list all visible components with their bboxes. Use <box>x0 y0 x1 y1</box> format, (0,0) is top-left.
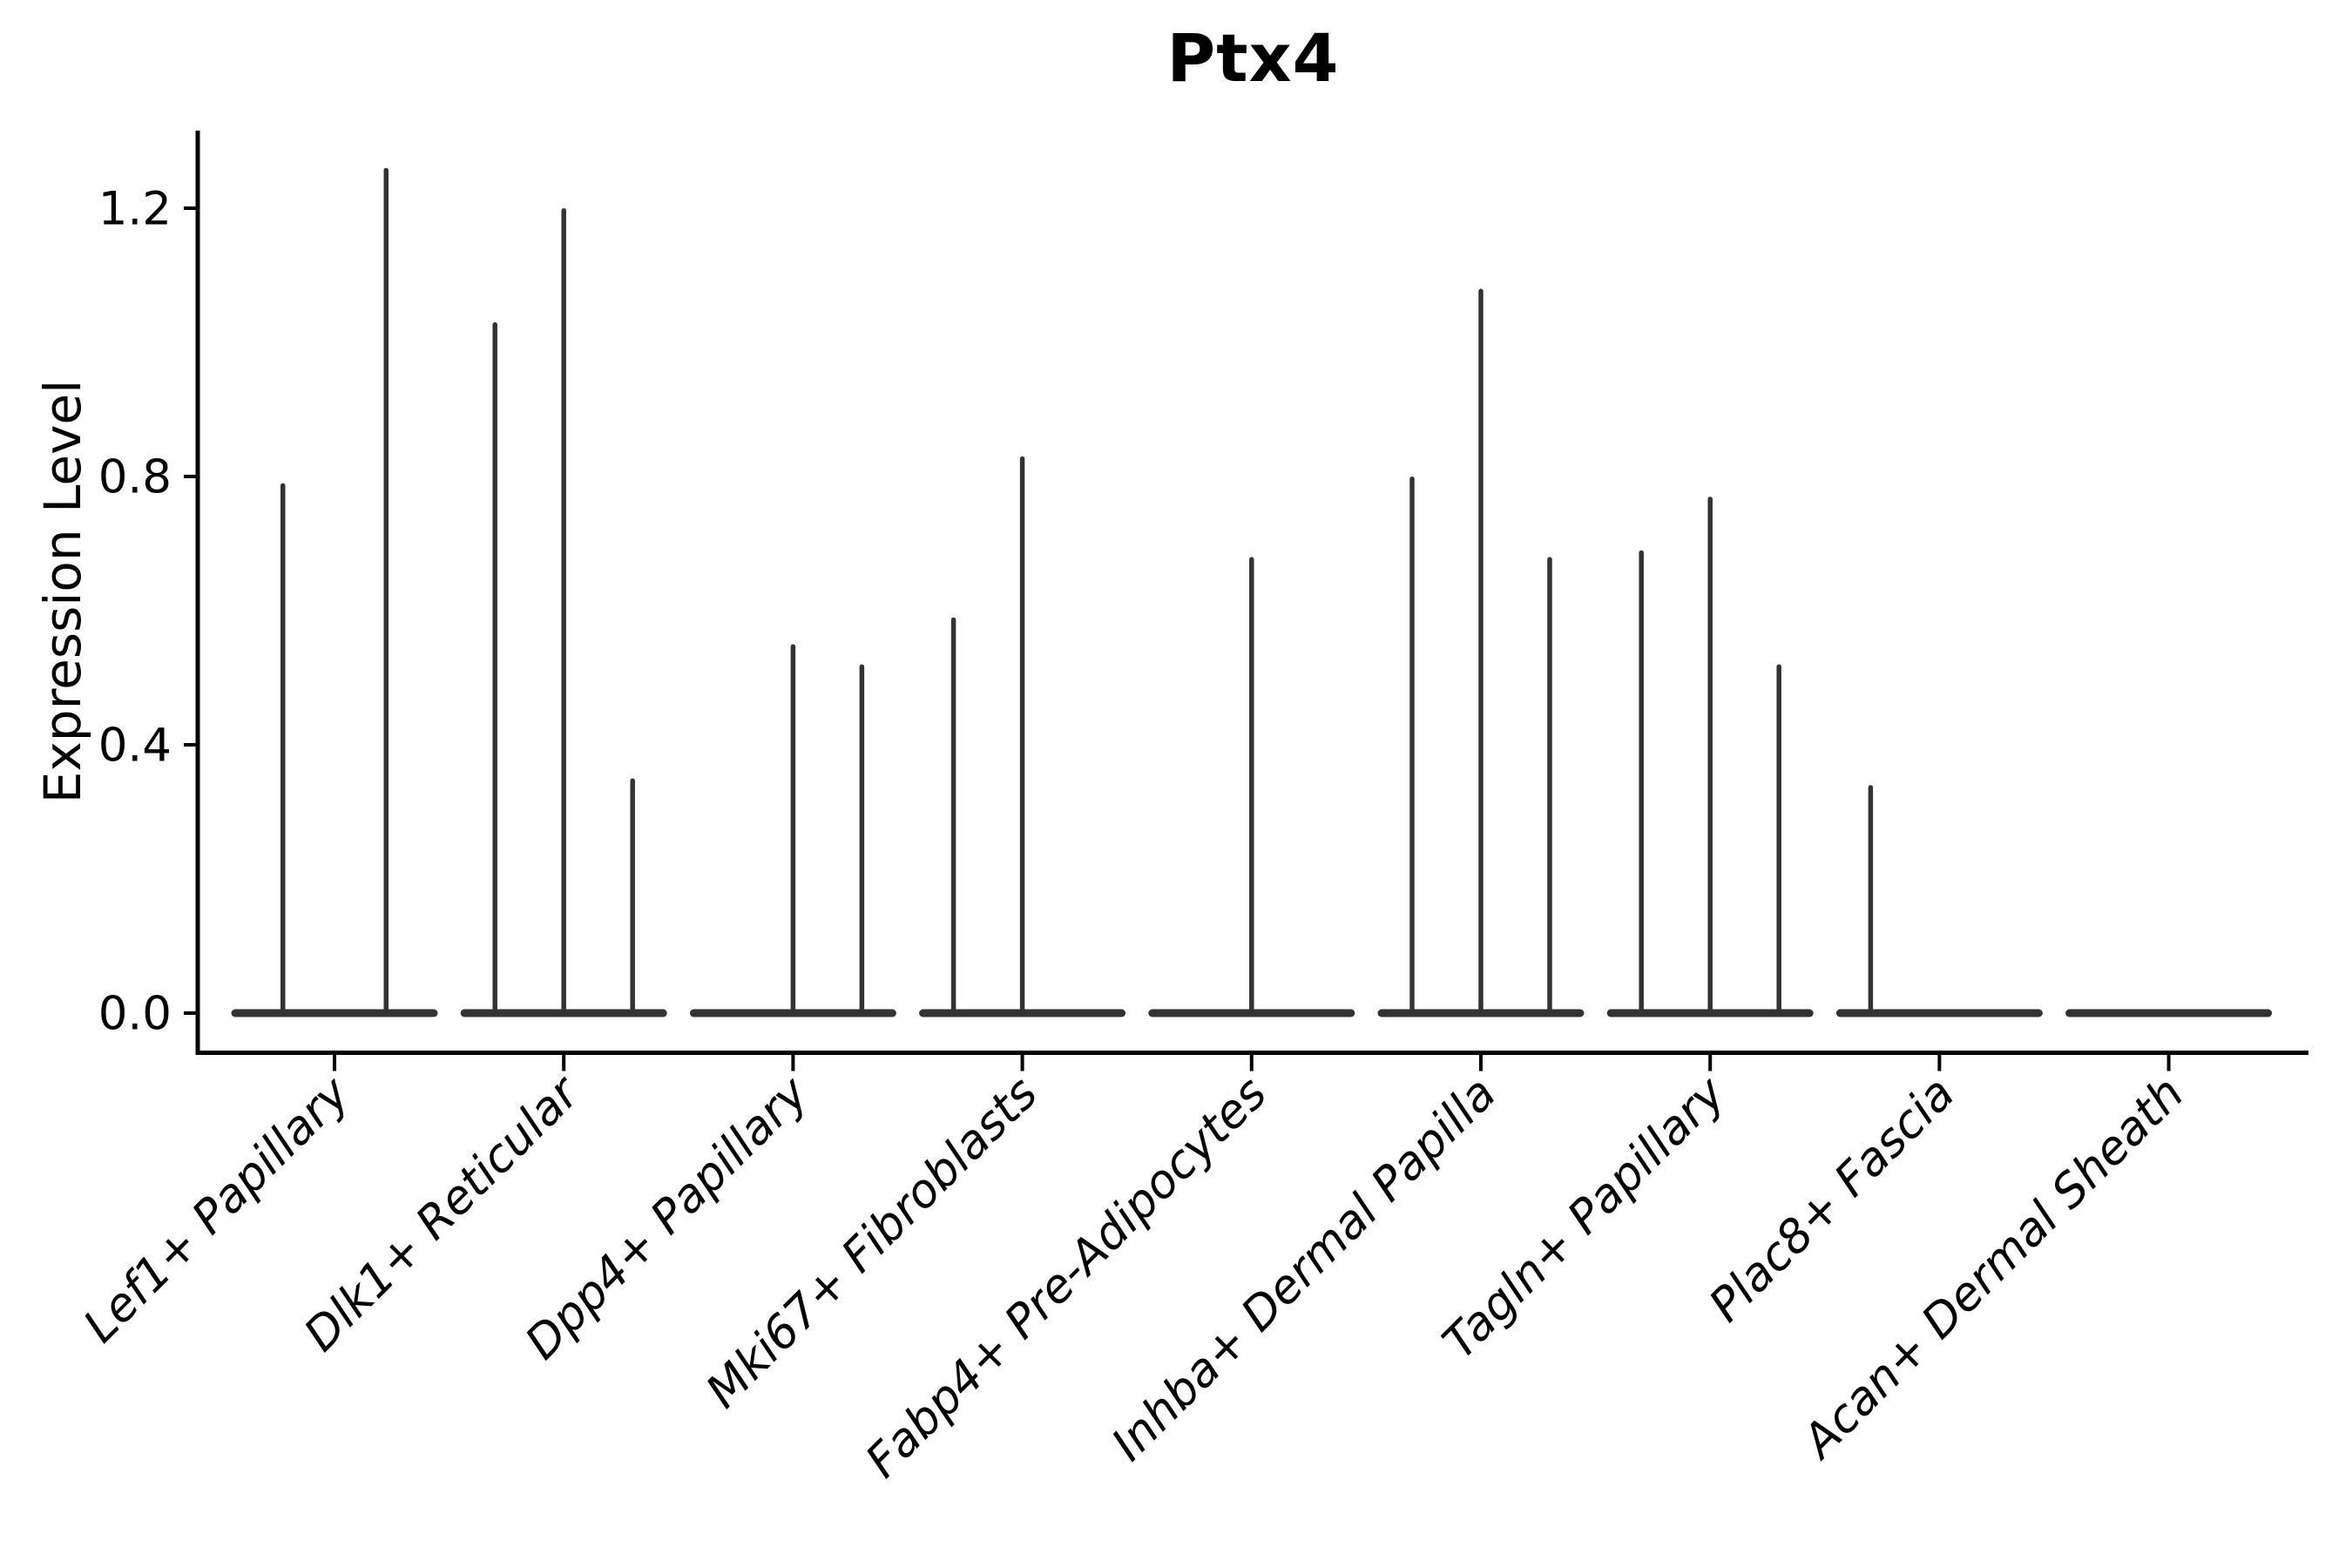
violin-spike <box>1707 497 1713 1017</box>
violin-spike <box>383 167 389 1017</box>
x-category-label: Inhba+ Dermal Papilla <box>1102 1067 1506 1471</box>
violin-spike <box>859 664 865 1017</box>
violin-spike <box>1639 550 1644 1017</box>
violin-spike <box>1249 557 1254 1017</box>
x-category-label: Acan+ Dermal Sheath <box>1791 1067 2194 1470</box>
y-tick-label: 0.0 <box>98 988 172 1041</box>
violin-baseline <box>231 1009 438 1017</box>
y-tick-label: 0.8 <box>98 451 172 504</box>
violin-spike <box>1478 288 1484 1017</box>
violin-spike <box>492 321 497 1017</box>
violin-spike <box>1409 476 1415 1017</box>
violin-spike <box>950 617 956 1017</box>
violin-spike <box>630 778 635 1017</box>
violin-spike <box>561 208 566 1017</box>
violin-spike <box>280 483 286 1017</box>
x-category-label: Fabp4+ Pre-Adipocytes <box>855 1067 1277 1489</box>
x-category-label: Plac8+ Fascia <box>1700 1067 1965 1333</box>
violin-spike <box>1547 557 1552 1017</box>
violin-spike <box>790 644 796 1017</box>
chart-title: Ptx4 <box>1166 19 1340 97</box>
y-tick-label: 1.2 <box>98 183 172 236</box>
violin-spike <box>1776 664 1781 1017</box>
y-tick-label: 0.4 <box>98 720 172 773</box>
violin-spike <box>1868 785 1874 1017</box>
violin-spike <box>1019 456 1025 1017</box>
violin-baseline <box>1835 1009 2043 1017</box>
violin-baseline <box>2065 1009 2273 1017</box>
